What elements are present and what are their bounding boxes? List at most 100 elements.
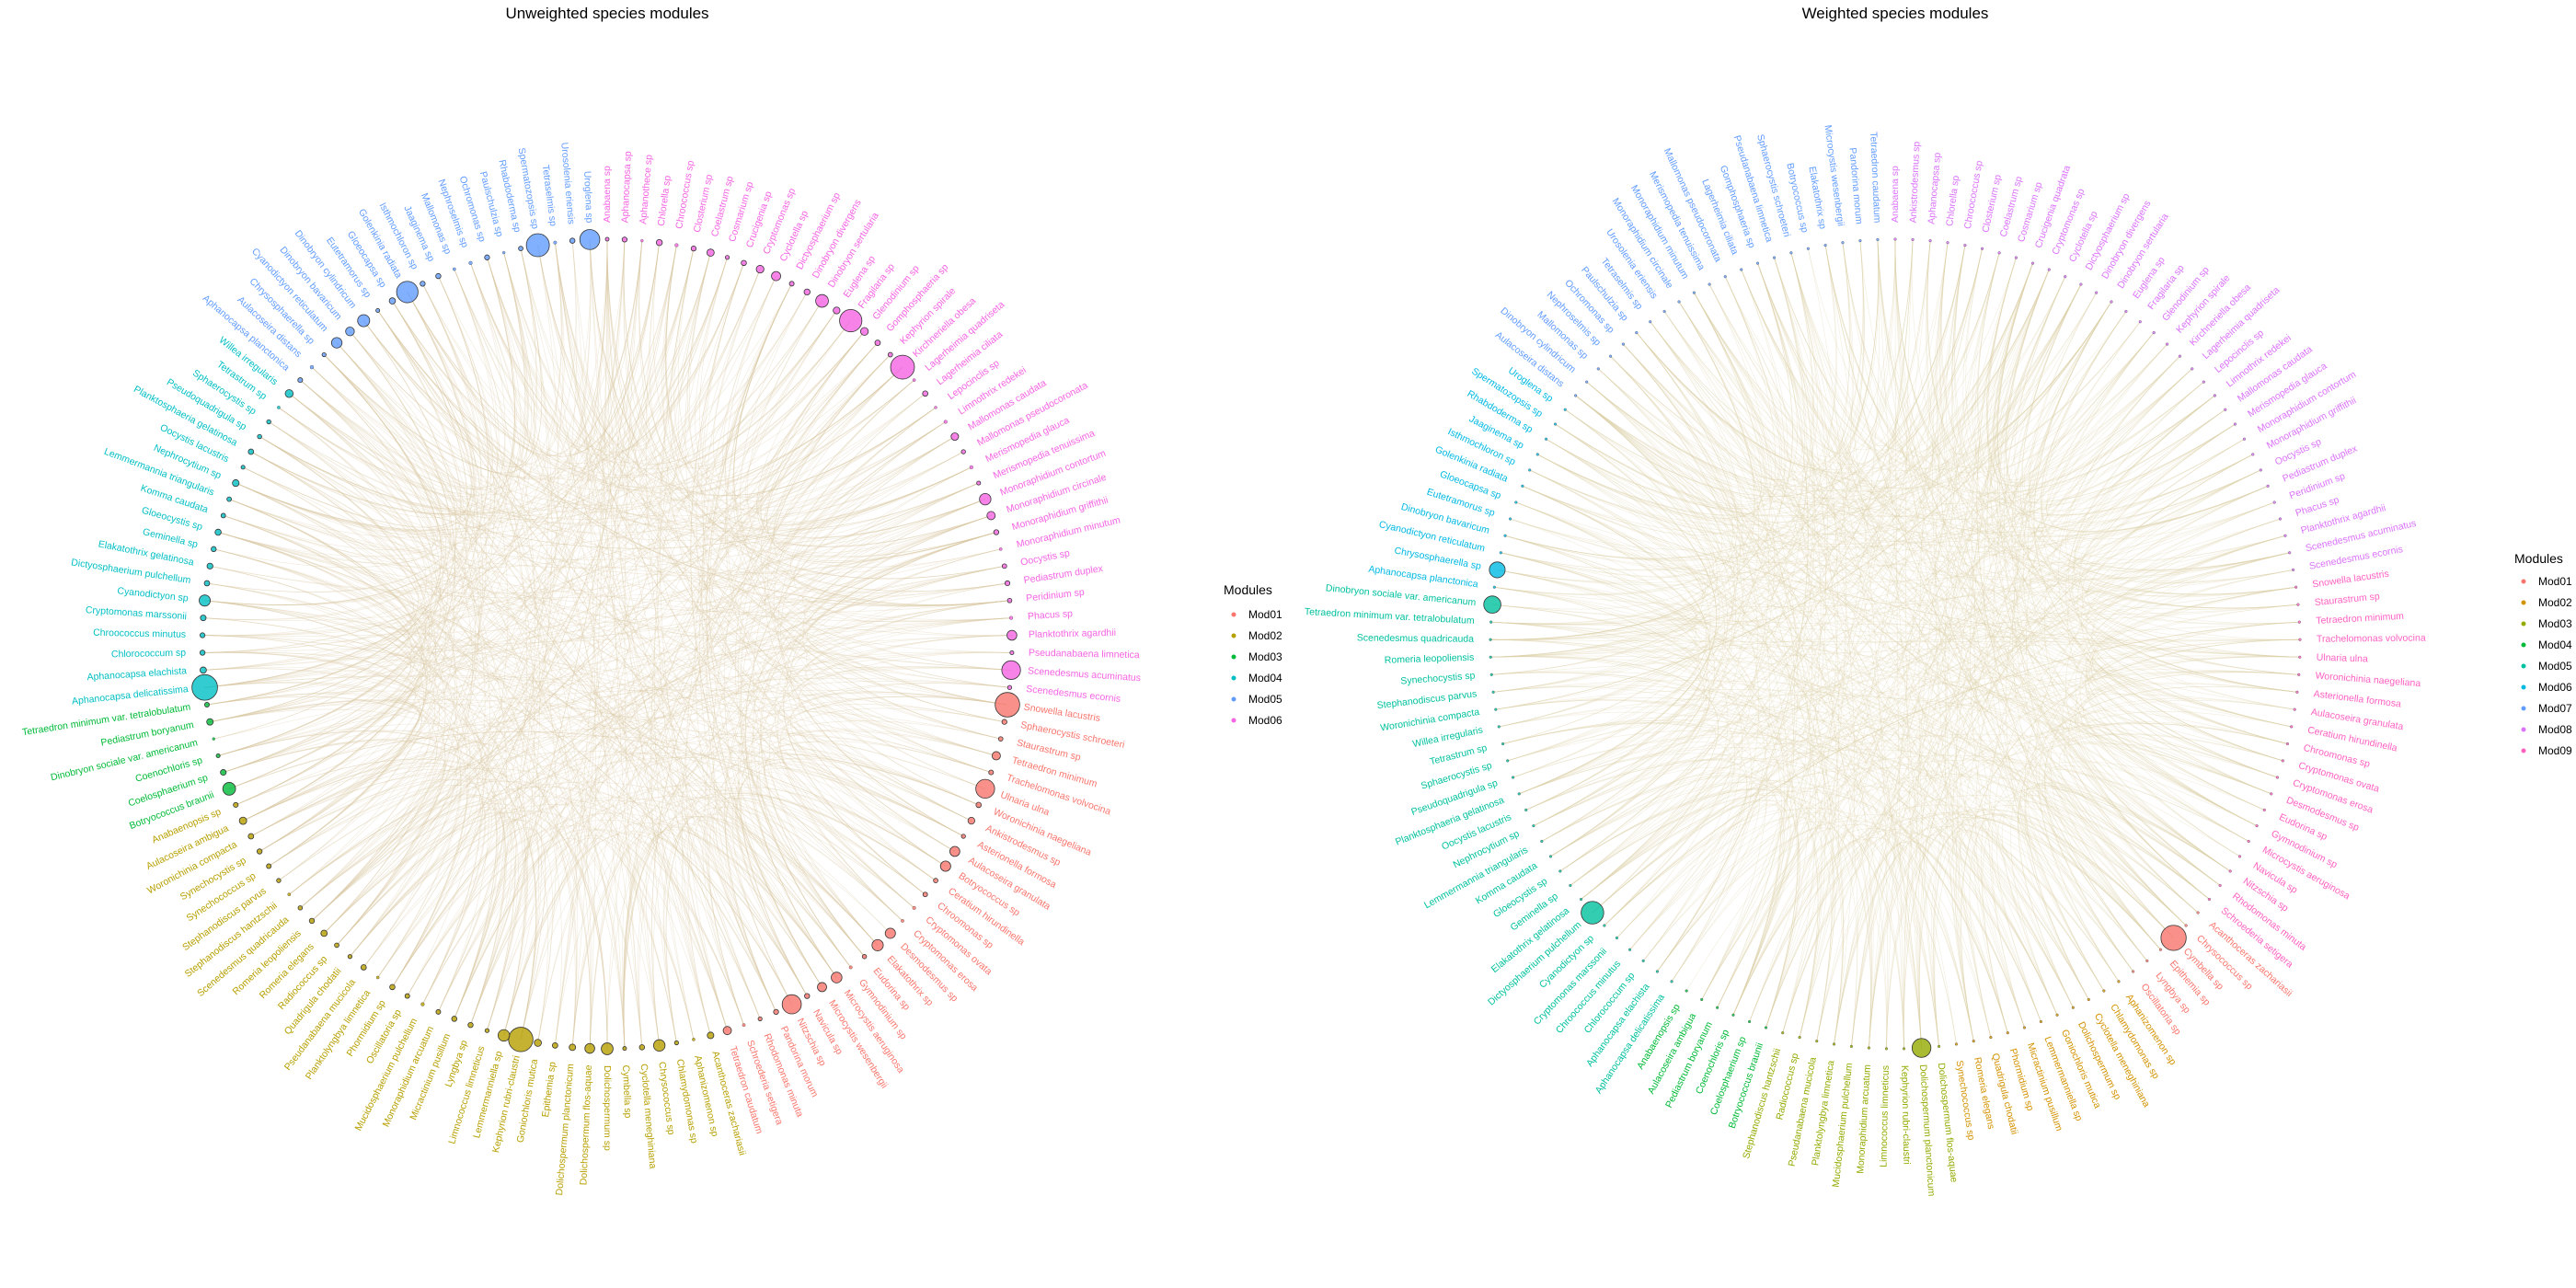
edge	[1592, 301, 1770, 914]
edge	[213, 292, 476, 740]
edge	[289, 795, 512, 1026]
edge	[1537, 240, 1864, 516]
edge	[1799, 469, 2261, 1038]
edge	[206, 582, 424, 867]
species-node	[2178, 354, 2181, 358]
edge	[1546, 252, 2000, 511]
edge	[223, 393, 434, 560]
edge	[1982, 733, 2283, 1033]
edge	[1504, 245, 1966, 559]
edge	[1490, 283, 2082, 658]
edge	[1491, 672, 2074, 1008]
species-label: Limnococcus limneticus	[1878, 1065, 1891, 1167]
edge	[537, 245, 1012, 671]
edge	[377, 310, 972, 529]
edge	[300, 379, 792, 1005]
edge	[1515, 501, 2105, 992]
edge	[454, 262, 535, 1019]
edge	[210, 698, 964, 837]
edge	[438, 245, 558, 1013]
edge	[2085, 604, 2298, 826]
edge	[243, 436, 430, 822]
edge	[1533, 552, 2290, 826]
edge	[1490, 535, 1697, 658]
edge	[1565, 245, 1966, 497]
edge	[537, 245, 926, 895]
edge	[1541, 749, 2231, 872]
species-node	[1731, 1013, 1735, 1017]
edge	[2083, 682, 2297, 842]
species-node	[2064, 275, 2067, 279]
edge	[1842, 242, 2298, 609]
edge	[1970, 269, 2050, 1022]
species-node	[2184, 924, 2188, 927]
edge	[1956, 276, 2066, 1038]
edge	[1623, 343, 2231, 872]
edge	[213, 248, 537, 569]
edge	[269, 275, 495, 867]
edge	[470, 262, 992, 773]
species-node	[2233, 422, 2237, 426]
edge	[243, 565, 1005, 822]
edge	[555, 242, 695, 445]
edge	[202, 257, 515, 620]
species-node	[1832, 1042, 1836, 1046]
edge	[1555, 423, 2269, 553]
edge	[300, 379, 903, 922]
edge	[243, 751, 444, 922]
edge	[1541, 408, 1725, 842]
edge	[589, 239, 956, 852]
edge	[571, 240, 776, 1013]
edge	[218, 730, 744, 1026]
edge	[2031, 782, 2221, 972]
edge	[250, 451, 879, 946]
edge	[202, 651, 660, 1046]
edge	[236, 758, 608, 1050]
species-label: Ankistrodesmus sp	[1908, 141, 1923, 223]
edge	[1694, 292, 2292, 728]
species-node	[534, 1039, 542, 1047]
edge	[377, 310, 1012, 621]
edge	[1894, 238, 2074, 1008]
edge	[236, 257, 728, 806]
edge	[1529, 469, 1974, 1041]
edge	[1559, 788, 1939, 1047]
species-node	[604, 236, 610, 242]
edge	[204, 245, 677, 605]
edge	[1550, 782, 1832, 1041]
edge	[1877, 239, 2155, 469]
edge	[202, 582, 1008, 671]
species-node	[1615, 936, 1618, 939]
edge	[228, 436, 427, 789]
edge	[311, 242, 564, 922]
edge	[206, 238, 608, 706]
species-node	[345, 327, 355, 337]
edge	[1510, 518, 1800, 1029]
edge	[392, 825, 728, 1031]
edge	[243, 466, 996, 576]
edge	[218, 532, 879, 946]
species-label: Anabaena sp	[602, 166, 613, 223]
edge	[243, 466, 956, 852]
edge	[311, 366, 903, 922]
edge	[773, 749, 972, 909]
edge	[662, 807, 903, 1043]
species-node	[435, 1008, 442, 1015]
legend-entry: Mod04	[1248, 672, 1282, 684]
edge	[1623, 343, 2258, 826]
edge	[470, 240, 643, 1026]
edge	[1903, 332, 2155, 1049]
edge	[2033, 301, 2283, 762]
edge	[1926, 240, 2199, 914]
edge	[1592, 569, 2294, 914]
edge	[2024, 535, 2286, 1000]
edge	[311, 239, 592, 922]
edge	[2091, 535, 2292, 728]
edge	[236, 252, 711, 531]
edge	[606, 238, 776, 1013]
species-node	[1981, 247, 1984, 250]
species-node	[1609, 354, 1613, 358]
species-label: Pseudanabaena limnetica	[1029, 648, 1140, 661]
edge	[1519, 423, 1718, 795]
edge	[1610, 355, 2269, 543]
